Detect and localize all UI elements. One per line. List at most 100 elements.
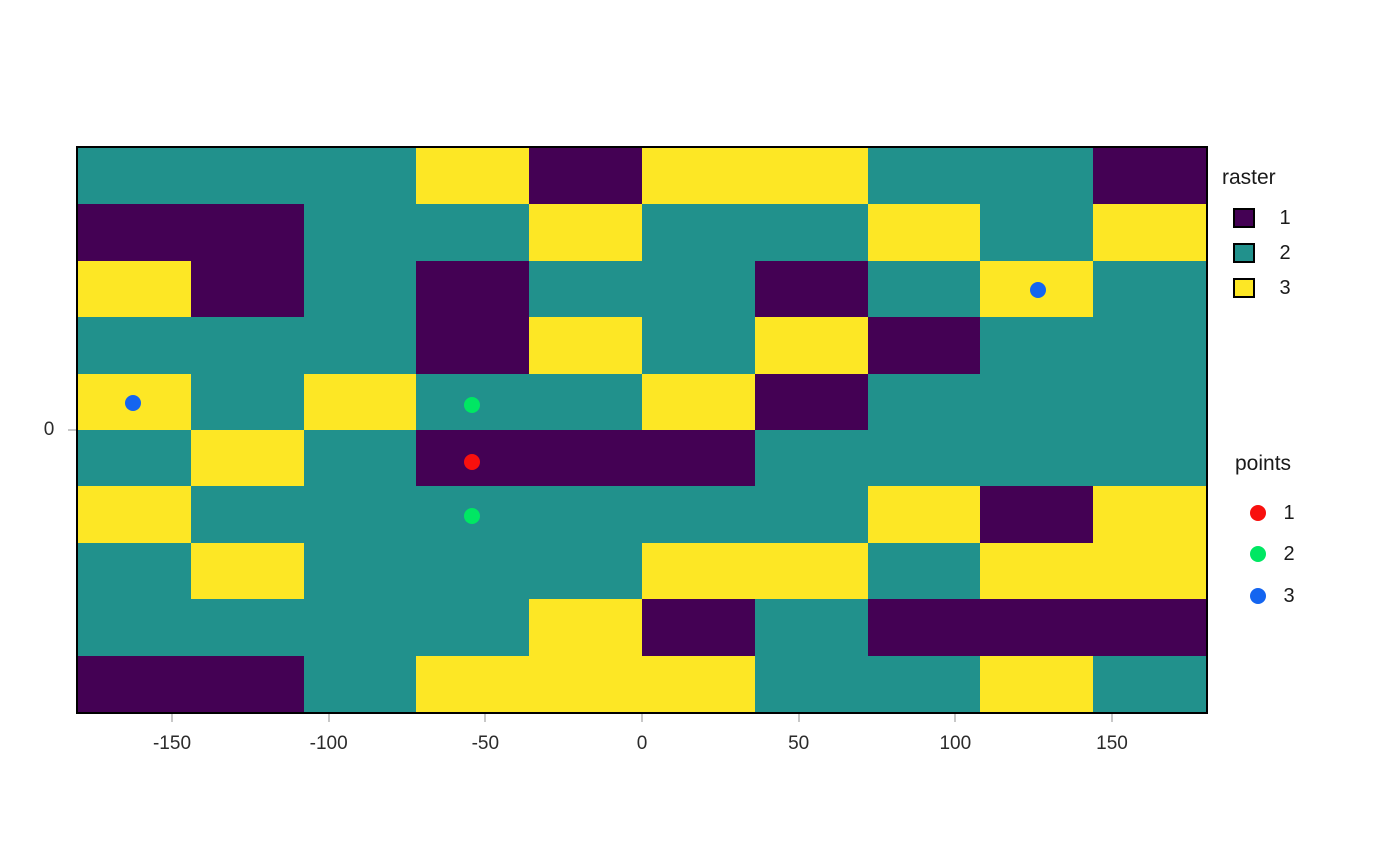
raster-cell: [867, 317, 981, 374]
raster-cell: [190, 148, 304, 205]
raster-cell: [642, 542, 755, 600]
raster-cell: [642, 373, 755, 430]
points-legend-dot: [1250, 504, 1266, 521]
raster-cell: [529, 204, 642, 261]
points-legend-dot: [1250, 587, 1266, 604]
raster-cell: [303, 204, 417, 261]
raster-cell: [867, 486, 981, 543]
raster-cell: [529, 655, 642, 712]
raster-cell: [980, 430, 1094, 487]
x-tick-mark: [484, 714, 487, 722]
raster-cell: [980, 204, 1094, 261]
raster-cell: [529, 317, 642, 374]
x-tick-label: 100: [939, 733, 972, 754]
raster-cell: [529, 486, 642, 543]
raster-cell: [642, 599, 755, 656]
raster-cell: [416, 542, 530, 600]
raster-cell: [1093, 317, 1206, 374]
raster-cell: [642, 317, 755, 374]
raster-cell: [190, 373, 304, 430]
raster-cell: [1093, 542, 1206, 600]
raster-cell: [642, 204, 755, 261]
raster-cell: [754, 204, 868, 261]
raster-cell: [190, 317, 304, 374]
raster-legend-label: 3: [1279, 277, 1291, 300]
raster-legend-swatch: [1233, 278, 1255, 299]
raster-cell: [529, 430, 642, 487]
raster-cell: [529, 148, 642, 205]
raster-layer: [78, 148, 1206, 712]
x-tick-label: -100: [309, 733, 348, 754]
raster-cell: [642, 486, 755, 543]
raster-cell: [642, 148, 755, 205]
raster-cell: [416, 655, 530, 712]
x-tick-label: -150: [152, 733, 192, 754]
raster-cell: [78, 486, 191, 543]
raster-cell: [1093, 373, 1206, 430]
x-tick-label: -50: [471, 733, 500, 754]
raster-cell: [529, 599, 642, 656]
raster-cell: [303, 317, 417, 374]
point-marker: [464, 508, 481, 525]
points-legend-label: 2: [1283, 543, 1295, 565]
raster-cell: [980, 599, 1094, 656]
raster-cell: [529, 542, 642, 600]
raster-cell: [78, 317, 191, 374]
raster-cell: [1093, 486, 1206, 543]
raster-cell: [867, 204, 981, 261]
raster-cell: [642, 260, 755, 318]
raster-legend-label: 1: [1279, 207, 1291, 229]
raster-cell: [1093, 148, 1206, 205]
raster-cell: [190, 599, 304, 656]
raster-cell: [754, 373, 868, 430]
plot-area: [76, 146, 1208, 714]
raster-cell: [303, 148, 417, 205]
raster-cell: [529, 373, 642, 430]
raster-cell: [754, 260, 868, 318]
point-marker: [464, 396, 481, 413]
x-tick-label: 150: [1096, 733, 1128, 754]
raster-cell: [303, 430, 417, 487]
x-tick-mark: [797, 714, 800, 722]
point-marker: [464, 454, 481, 471]
raster-cell: [1093, 260, 1206, 318]
raster-cell: [867, 599, 981, 656]
raster-cell: [303, 260, 417, 318]
raster-cell: [754, 542, 868, 600]
raster-cell: [416, 317, 530, 374]
raster-cell: [754, 599, 868, 656]
raster-cell: [754, 486, 868, 543]
raster-cell: [754, 430, 868, 487]
points-legend-title: points: [1235, 452, 1292, 475]
raster-cell: [529, 260, 642, 318]
x-tick-mark: [1111, 714, 1113, 722]
raster-cell: [1093, 599, 1206, 656]
raster-cell: [867, 260, 981, 318]
raster-cell: [190, 486, 304, 543]
raster-cell: [303, 486, 417, 543]
raster-cell: [303, 655, 417, 712]
raster-cell: [1093, 655, 1206, 712]
points-layer: [78, 148, 1206, 712]
x-tick-mark: [327, 714, 330, 722]
raster-cell: [1093, 204, 1206, 261]
raster-legend-swatch: [1233, 208, 1255, 228]
raster-cell: [190, 204, 304, 261]
raster-cell: [1093, 430, 1206, 487]
x-tick-label: 0: [636, 733, 648, 754]
raster-cell: [78, 260, 191, 318]
raster-cell: [416, 599, 530, 656]
points-legend-dot: [1250, 546, 1266, 562]
raster-cell: [867, 655, 981, 712]
raster-cell: [754, 655, 868, 712]
raster-cell: [78, 430, 191, 487]
raster-cell: [980, 148, 1094, 205]
raster-cell: [78, 148, 191, 205]
points-legend-label: 1: [1283, 501, 1295, 524]
raster-cell: [980, 373, 1094, 430]
y-tick-mark: [68, 429, 76, 431]
raster-cell: [303, 542, 417, 600]
x-tick-mark: [641, 714, 643, 722]
raster-cell: [416, 148, 530, 205]
